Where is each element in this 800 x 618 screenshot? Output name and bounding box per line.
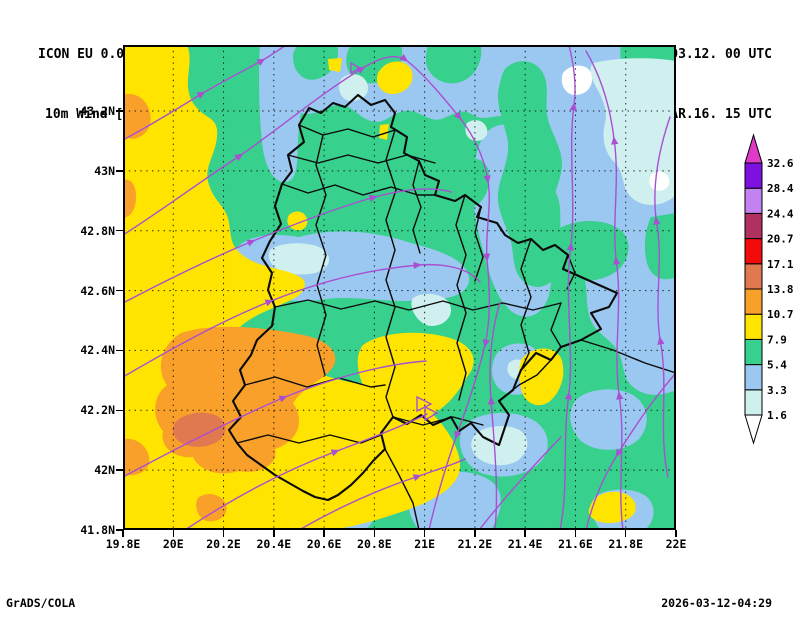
lat-tick [116, 229, 123, 232]
lon-tick [122, 530, 124, 537]
lon-tick-label: 21.8E [608, 537, 644, 551]
lon-tick [172, 530, 175, 537]
lat-tick [116, 289, 123, 292]
lat-tick-label: 43N [94, 163, 115, 178]
colorbar-box [744, 288, 763, 315]
lon-tick-label: 21.6E [558, 537, 593, 551]
wind-speed-fill-layer [123, 45, 676, 530]
lat-tick [116, 409, 123, 412]
lat-tick [116, 529, 123, 531]
colorbar-tick-label: 10.7 [767, 308, 794, 321]
generation-timestamp: 2026-03-12-04:29 [661, 596, 772, 610]
lon-tick-label: 22E [665, 537, 687, 551]
colorbar-box [744, 238, 763, 265]
colorbar-tick-label: 5.4 [767, 359, 787, 372]
colorbar-under-arrow [744, 414, 763, 445]
lon-tick-label: 20E [162, 537, 184, 551]
lon-tick [474, 530, 476, 537]
lon-tick [323, 530, 325, 537]
colorbar-box [744, 187, 763, 214]
lat-tick-label: 41.8N [80, 523, 115, 537]
colorbar-tick-label: 1.6 [767, 409, 787, 422]
lon-tick [273, 530, 275, 537]
colorbar-tick-label: 20.7 [767, 233, 794, 246]
lon-tick [222, 530, 225, 537]
lat-tick-label: 42.2N [80, 403, 115, 418]
lon-tick-label: 21.4E [507, 537, 543, 551]
colorbar-box [744, 364, 763, 391]
colorbar-tick-label: 24.4 [767, 207, 794, 220]
border-albania-macedonia [384, 448, 420, 530]
plot-frame [123, 45, 676, 530]
lat-tick [116, 469, 123, 471]
colorbar-box [744, 162, 763, 189]
lat-tick-label: 42.6N [80, 283, 115, 298]
border-serbia-macedonia [580, 339, 676, 374]
lon-tick [423, 530, 426, 537]
colorbar-box [744, 389, 763, 416]
lat-tick-label: 42.8N [80, 223, 115, 238]
lon-tick-label: 20.2E [206, 537, 241, 551]
grads-credit: GrADS/COLA [6, 596, 76, 610]
lat-tick-label: 42N [94, 463, 115, 478]
lon-tick [524, 530, 526, 537]
colorbar-tick-label: 17.1 [767, 258, 794, 271]
colorbar-box [744, 338, 763, 366]
lon-tick-label: 21.2E [457, 537, 493, 551]
colorbar-box [744, 263, 763, 290]
lat-tick-label: 42.4N [80, 343, 115, 358]
colorbar-tick-label: 3.3 [767, 384, 787, 397]
lon-tick-label: 21E [414, 537, 436, 551]
colorbar-over-arrow [744, 133, 763, 164]
lon-tick-label: 20.6E [306, 537, 342, 551]
colorbar-legend: 32.6 28.4 24.4 20.7 17.1 13.8 10.7 7.9 5.4 3.3 1.6 [744, 133, 794, 445]
lon-tick-label: 20.4E [256, 537, 292, 551]
lat-tick [116, 170, 123, 172]
lon-tick [373, 530, 376, 537]
lon-tick-label: 19.8E [105, 537, 141, 551]
map-plot [123, 45, 676, 530]
colorbar-tick-label: 32.6 [767, 157, 794, 170]
lat-tick [116, 110, 123, 112]
wind-streamlines [123, 45, 676, 530]
colorbar-tick-label: 13.8 [767, 283, 794, 296]
colorbar-tick-label: 7.9 [767, 333, 787, 346]
convergence-arrows [350, 61, 439, 422]
lon-tick [574, 530, 577, 537]
lon-tick [675, 530, 677, 537]
colorbar-box [744, 212, 763, 240]
colorbar-tick-label: 28.4 [767, 182, 794, 195]
lat-tick-label: 43.2N [80, 104, 115, 118]
lon-tick-label: 20.8E [357, 537, 392, 551]
wind-map-canvas [123, 45, 676, 530]
colorbar-box [744, 313, 763, 340]
lon-tick [624, 530, 627, 537]
lat-tick [116, 349, 123, 352]
